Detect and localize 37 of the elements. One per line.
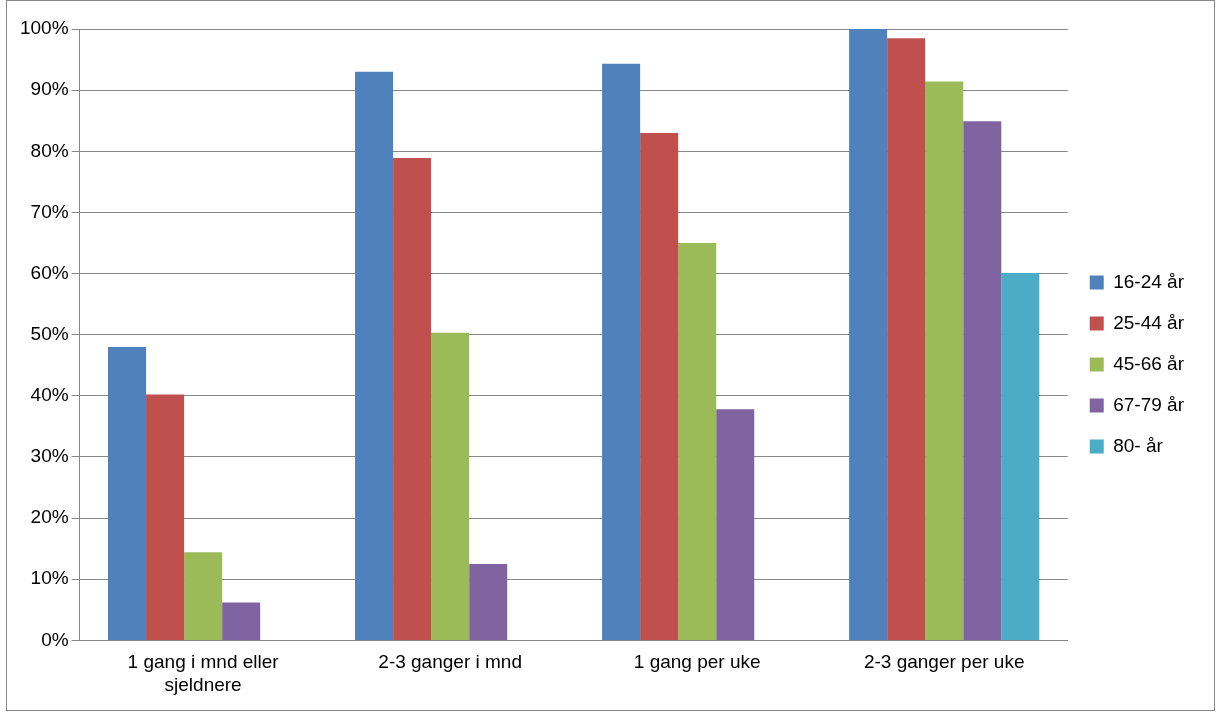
bar	[146, 394, 185, 640]
x-tick-label: 1 gang per uke	[633, 651, 761, 673]
bar	[716, 409, 755, 640]
y-tick-label: 90%	[30, 78, 69, 100]
y-tick-label: 30%	[30, 445, 69, 467]
bar	[1001, 272, 1040, 640]
bar	[640, 132, 679, 640]
y-tick-label: 100%	[19, 17, 69, 39]
legend-label: 80- år	[1113, 434, 1164, 456]
bar	[469, 563, 508, 640]
bar	[184, 552, 223, 640]
bar	[963, 121, 1002, 640]
bar	[849, 29, 888, 640]
y-tick-label: 60%	[30, 261, 69, 283]
y-tick-label: 10%	[30, 567, 69, 589]
y-tick-label: 20%	[30, 506, 69, 528]
legend-label: 67-79 år	[1113, 393, 1185, 415]
y-tick-label: 50%	[30, 322, 69, 344]
legend-label: 16-24 år	[1113, 270, 1185, 292]
bar	[887, 38, 926, 640]
bar	[925, 81, 964, 640]
y-tick-label: 70%	[30, 200, 69, 222]
legend-label: 45-66 år	[1113, 352, 1185, 374]
y-tick-label: 0%	[41, 628, 69, 650]
x-tick-label: 2-3 ganger per uke	[863, 651, 1025, 673]
bar	[431, 332, 470, 640]
bar	[108, 346, 147, 640]
bar	[602, 63, 641, 640]
x-tick-label: 1 gang i mnd eller sjeldnere	[127, 651, 280, 695]
x-tick-label: 2-3 ganger i mnd	[378, 651, 522, 673]
y-tick-label: 80%	[30, 139, 69, 161]
bar	[393, 158, 432, 640]
bar	[222, 602, 261, 640]
legend-label: 25-44 år	[1113, 311, 1185, 333]
bar	[355, 71, 394, 640]
bar	[678, 242, 717, 640]
y-tick-label: 40%	[30, 384, 69, 406]
